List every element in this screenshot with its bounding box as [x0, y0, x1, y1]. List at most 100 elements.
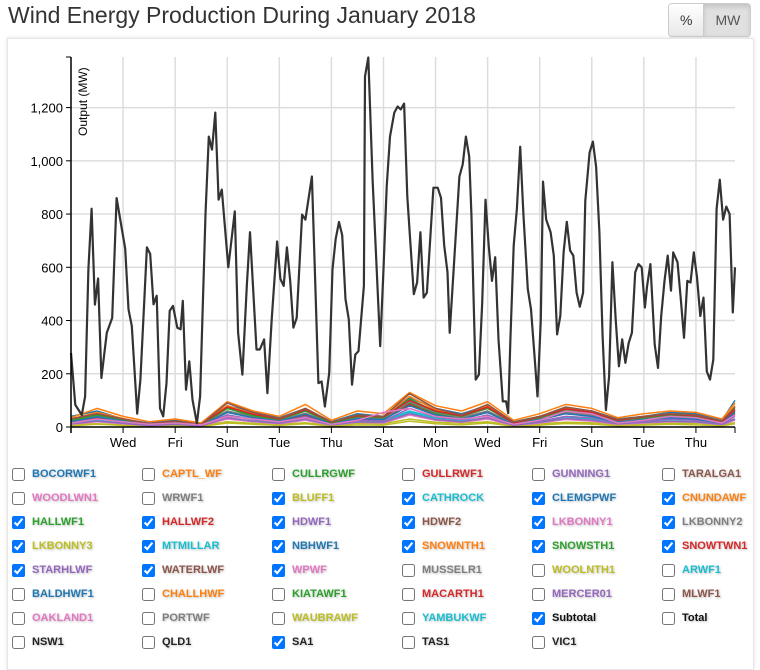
legend-item-hdwf2[interactable]: HDWF2	[400, 510, 530, 534]
legend-item-lkbonny1[interactable]: LKBONNY1	[530, 510, 660, 534]
legend-item-woodlwn1[interactable]: WOODLWN1	[10, 486, 140, 510]
legend-item-wrwf1[interactable]: WRWF1	[140, 486, 270, 510]
legend-item-hdwf1[interactable]: HDWF1	[270, 510, 400, 534]
legend-checkbox[interactable]	[272, 635, 285, 649]
legend-item-musselr1[interactable]: MUSSELR1	[400, 558, 530, 582]
legend-checkbox[interactable]	[12, 563, 25, 577]
legend-checkbox[interactable]	[532, 539, 545, 553]
legend-checkbox[interactable]	[12, 611, 25, 625]
legend-item-oakland1[interactable]: OAKLAND1	[10, 606, 140, 630]
legend-checkbox[interactable]	[142, 467, 155, 481]
legend-item-hallwf2[interactable]: HALLWF2	[140, 510, 270, 534]
legend-item-hallwf1[interactable]: HALLWF1	[10, 510, 140, 534]
legend-item-tas1[interactable]: TAS1	[400, 630, 530, 654]
mw-button[interactable]: MW	[703, 4, 751, 36]
legend-checkbox[interactable]	[662, 539, 675, 553]
legend-checkbox[interactable]	[662, 467, 675, 481]
legend-item-lkbonny2[interactable]: LKBONNY2	[660, 510, 760, 534]
legend-item-woolnth1[interactable]: WOOLNTH1	[530, 558, 660, 582]
legend-checkbox[interactable]	[662, 587, 675, 601]
legend-checkbox[interactable]	[12, 491, 25, 505]
legend-item-gullrwf1[interactable]: GULLRWF1	[400, 462, 530, 486]
legend-checkbox[interactable]	[532, 635, 545, 649]
legend-item-captl-wf[interactable]: CAPTL_WF	[140, 462, 270, 486]
series-line-cnundawf	[70, 391, 736, 424]
legend-checkbox[interactable]	[662, 611, 675, 625]
legend-item-bluff1[interactable]: BLUFF1	[270, 486, 400, 510]
legend-item-clemgpwf[interactable]: CLEMGPWF	[530, 486, 660, 510]
legend-item-waubrawf[interactable]: WAUBRAWF	[270, 606, 400, 630]
legend-item-vic1[interactable]: VIC1	[530, 630, 660, 654]
legend-item-mtmillar[interactable]: MTMILLAR	[140, 534, 270, 558]
legend-checkbox[interactable]	[532, 467, 545, 481]
legend-checkbox[interactable]	[142, 491, 155, 505]
legend-item-sa1[interactable]: SA1	[270, 630, 400, 654]
legend-item-snowtwn1[interactable]: SNOWTWN1	[660, 534, 760, 558]
legend-checkbox[interactable]	[662, 515, 675, 529]
legend-checkbox[interactable]	[402, 539, 415, 553]
legend-item-mercer01[interactable]: MERCER01	[530, 582, 660, 606]
legend-checkbox[interactable]	[532, 611, 545, 625]
percent-button[interactable]: %	[669, 4, 704, 36]
legend-checkbox[interactable]	[272, 563, 285, 577]
legend-item-kiatawf1[interactable]: KIATAWF1	[270, 582, 400, 606]
legend-item-cnundawf[interactable]: CNUNDAWF	[660, 486, 760, 510]
legend-checkbox[interactable]	[12, 539, 25, 553]
legend-item-mlwf1[interactable]: MLWF1	[660, 582, 760, 606]
legend-item-nsw1[interactable]: NSW1	[10, 630, 140, 654]
legend-checkbox[interactable]	[142, 587, 155, 601]
legend-checkbox[interactable]	[402, 515, 415, 529]
legend-item-subtotal[interactable]: Subtotal	[530, 606, 660, 630]
legend-item-snownth1[interactable]: SNOWNTH1	[400, 534, 530, 558]
legend-checkbox[interactable]	[402, 635, 415, 649]
x-tick-label: Wed	[110, 435, 137, 450]
legend-item-arwf1[interactable]: ARWF1	[660, 558, 760, 582]
legend-checkbox[interactable]	[532, 587, 545, 601]
legend-item-baldhwf1[interactable]: BALDHWF1	[10, 582, 140, 606]
legend-checkbox[interactable]	[662, 491, 675, 505]
legend-item-wpwf[interactable]: WPWF	[270, 558, 400, 582]
legend-checkbox[interactable]	[12, 635, 25, 649]
legend-label: MTMILLAR	[162, 540, 220, 552]
legend-checkbox[interactable]	[402, 467, 415, 481]
legend-checkbox[interactable]	[532, 491, 545, 505]
legend-checkbox[interactable]	[402, 491, 415, 505]
legend-item-gunning1[interactable]: GUNNING1	[530, 462, 660, 486]
legend-item-waterlwf[interactable]: WATERLWF	[140, 558, 270, 582]
legend-item-challhwf[interactable]: CHALLHWF	[140, 582, 270, 606]
legend-checkbox[interactable]	[272, 491, 285, 505]
legend-checkbox[interactable]	[272, 611, 285, 625]
line-chart: 0 200 400 600 800 1,000 1,200 Wed Fri Sun Tue Thu Sa…	[30, 56, 737, 450]
legend-checkbox[interactable]	[662, 563, 675, 577]
legend-item-lkbonny3[interactable]: LKBONNY3	[10, 534, 140, 558]
legend-item-total[interactable]: Total	[660, 606, 760, 630]
legend-checkbox[interactable]	[402, 611, 415, 625]
legend-checkbox[interactable]	[12, 467, 25, 481]
legend-item-nbhwf1[interactable]: NBHWF1	[270, 534, 400, 558]
legend-checkbox[interactable]	[402, 587, 415, 601]
legend-checkbox[interactable]	[272, 467, 285, 481]
legend-checkbox[interactable]	[142, 563, 155, 577]
legend-checkbox[interactable]	[272, 515, 285, 529]
legend-item-taralga1[interactable]: TARALGA1	[660, 462, 760, 486]
legend-item-macarth1[interactable]: MACARTH1	[400, 582, 530, 606]
legend-checkbox[interactable]	[142, 611, 155, 625]
legend-item-snowsth1[interactable]: SNOWSTH1	[530, 534, 660, 558]
legend-item-qld1[interactable]: QLD1	[140, 630, 270, 654]
legend-item-yambukwf[interactable]: YAMBUKWF	[400, 606, 530, 630]
legend-item-cullrgwf[interactable]: CULLRGWF	[270, 462, 400, 486]
legend-item-starhlwf[interactable]: STARHLWF	[10, 558, 140, 582]
legend-checkbox[interactable]	[532, 515, 545, 529]
legend-checkbox[interactable]	[272, 587, 285, 601]
legend-checkbox[interactable]	[12, 587, 25, 601]
legend-checkbox[interactable]	[142, 515, 155, 529]
legend-item-bocorwf1[interactable]: BOCORWF1	[10, 462, 140, 486]
legend-checkbox[interactable]	[142, 635, 155, 649]
legend-checkbox[interactable]	[532, 563, 545, 577]
legend-item-portwf[interactable]: PORTWF	[140, 606, 270, 630]
legend-checkbox[interactable]	[142, 539, 155, 553]
legend-checkbox[interactable]	[272, 539, 285, 553]
legend-checkbox[interactable]	[12, 515, 25, 529]
legend-checkbox[interactable]	[402, 563, 415, 577]
legend-item-cathrock[interactable]: CATHROCK	[400, 486, 530, 510]
